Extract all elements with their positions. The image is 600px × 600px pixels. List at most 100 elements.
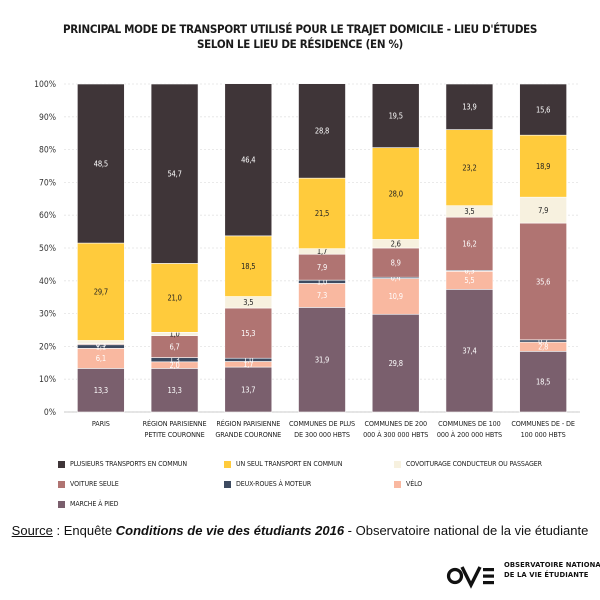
- data-label: 1,7: [317, 247, 327, 256]
- bar-segment: [371, 83, 420, 148]
- bar-segment: [150, 263, 199, 333]
- bar-segment: [150, 368, 199, 413]
- data-label: 6,7: [170, 342, 180, 351]
- logo-text-line-2: DE LA VIE ÉTUDIANTE: [504, 570, 589, 579]
- y-tick-label: 70%: [39, 178, 56, 188]
- bar-segment: [445, 83, 494, 130]
- data-label: 23,2: [462, 163, 476, 172]
- bar-segment: [77, 368, 125, 413]
- bar-segment: [77, 340, 125, 345]
- data-label: 13,9: [462, 103, 476, 112]
- data-label: 29,8: [389, 359, 403, 368]
- bar-segment: [371, 147, 420, 240]
- data-label: 3,5: [464, 207, 474, 216]
- category-label: 100 000 HBTS: [521, 430, 566, 439]
- legend-swatch: [224, 460, 231, 468]
- source-note: Source : Enquête Conditions de vie des é…: [0, 523, 600, 538]
- data-label: 2,0: [170, 361, 180, 370]
- data-label: 21,5: [315, 209, 329, 218]
- y-tick-label: 90%: [39, 113, 56, 123]
- chart-title-line-2: SELON LE LIEU DE RÉSIDENCE (EN %): [197, 37, 403, 51]
- category-label: PARIS: [92, 419, 110, 428]
- legend-item: DEUX-ROUES À MOTEUR: [224, 480, 311, 488]
- data-label: 1,0: [317, 278, 327, 287]
- y-tick-label: 100%: [34, 80, 56, 90]
- data-label: 31,9: [315, 355, 329, 364]
- bar-segment: [519, 351, 567, 413]
- legend-label: COVOITURAGE CONDUCTEUR OU PASSAGER: [406, 460, 542, 468]
- y-tick-label: 20%: [39, 342, 56, 352]
- data-label: 29,7: [94, 288, 108, 297]
- bar-segment: [519, 196, 567, 224]
- legend-swatch: [394, 480, 401, 488]
- chart-legend: PLUSIEURS TRANSPORTS EN COMMUN UN SEUL TR…: [58, 460, 578, 516]
- source-survey: Conditions de vie des étudiants 2016: [115, 523, 345, 538]
- legend-label: DEUX-ROUES À MOTEUR: [236, 480, 312, 488]
- data-label: 5,5: [464, 276, 474, 285]
- category-label: RÉGION PARISIENNE: [216, 419, 280, 428]
- legend-swatch: [224, 480, 231, 488]
- bar-segment: [224, 307, 273, 359]
- bar-segment: [519, 134, 567, 198]
- ove-logo: OBSERVATOIRE NATIONAL DE LA VIE ÉTUDIANT…: [446, 559, 600, 589]
- legend-swatch: [58, 460, 65, 468]
- data-label: 35,6: [536, 277, 550, 286]
- legend-item: MARCHE À PIED: [58, 500, 118, 508]
- category-label: COMMUNES DE 200: [364, 419, 427, 428]
- category-label: 000 À 300 000 HBTS: [363, 430, 428, 439]
- data-label: 0,3: [464, 267, 474, 276]
- bar-segment: [298, 177, 346, 249]
- bar-segment: [150, 83, 199, 264]
- data-label: 2,6: [391, 240, 401, 249]
- y-tick-label: 50%: [39, 244, 56, 254]
- data-label: 18,5: [536, 377, 550, 386]
- data-label: 13,3: [94, 386, 108, 395]
- data-label: 13,7: [241, 385, 255, 394]
- data-label: 13,3: [167, 386, 181, 395]
- legend-swatch: [394, 460, 401, 468]
- legend-item: COVOITURAGE CONDUCTEUR OU PASSAGER: [394, 460, 542, 468]
- bar-segment: [224, 83, 273, 237]
- bar-segment: [519, 83, 567, 136]
- data-label: 28,0: [389, 189, 403, 198]
- data-label: 54,7: [167, 170, 181, 179]
- legend-item: VÉLO: [394, 480, 422, 488]
- source-sep: : Enquête: [52, 523, 116, 538]
- legend-label: MARCHE À PIED: [70, 500, 119, 508]
- data-label: 1,7: [243, 360, 253, 369]
- data-label: 18,5: [241, 262, 255, 271]
- data-label: 6,1: [96, 354, 106, 363]
- legend-swatch: [58, 480, 65, 488]
- data-label: 2,8: [538, 343, 548, 352]
- data-label: 0,4: [391, 274, 401, 283]
- bar-segment: [519, 222, 567, 341]
- category-label: PETITE COURONNE: [145, 430, 205, 439]
- y-tick-label: 60%: [39, 211, 56, 221]
- data-label: 15,6: [536, 105, 550, 114]
- category-label: COMMUNES DE - DE: [511, 419, 575, 428]
- data-label: 0,7: [538, 337, 548, 346]
- data-label: 46,4: [241, 156, 255, 165]
- chart-title-line-1: PRINCIPAL MODE DE TRANSPORT UTILISÉ POUR…: [62, 22, 538, 36]
- bar-segment: [224, 235, 273, 297]
- legend-item: VOITURE SEULE: [58, 480, 119, 488]
- data-label: 0,3: [96, 340, 106, 349]
- data-label: 3,5: [243, 298, 253, 307]
- logo-text-line-1: OBSERVATOIRE NATIONAL: [504, 561, 600, 569]
- legend-label: UN SEUL TRANSPORT EN COMMUN: [236, 460, 343, 468]
- legend-swatch: [58, 500, 65, 508]
- data-label: 7,9: [538, 206, 548, 215]
- y-tick-label: 80%: [39, 146, 56, 156]
- data-label: 15,3: [241, 329, 255, 338]
- data-label: 10,9: [389, 292, 403, 301]
- source-prefix: Source: [11, 523, 53, 538]
- data-label: 7,9: [317, 263, 327, 272]
- data-label: 1,1: [96, 342, 106, 351]
- data-label: 8,9: [391, 258, 401, 267]
- bar-segment: [371, 278, 420, 315]
- y-tick-label: 30%: [39, 310, 56, 320]
- y-tick-label: 0%: [44, 408, 56, 418]
- bar-segment: [77, 83, 125, 244]
- data-label: 28,8: [315, 127, 329, 136]
- legend-label: VOITURE SEULE: [70, 480, 119, 488]
